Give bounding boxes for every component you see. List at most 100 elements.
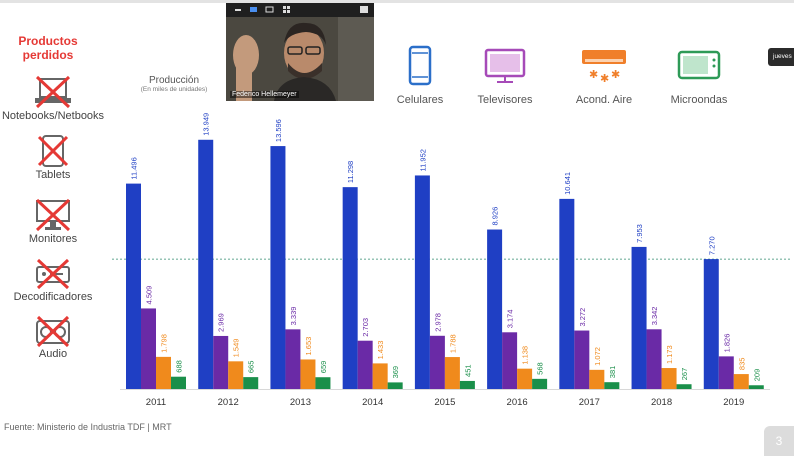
data-label: 3.342 (650, 307, 659, 326)
x-tick-label: 2018 (651, 397, 672, 408)
data-label: 1.433 (376, 341, 385, 360)
bar-celulares-2016 (487, 229, 503, 389)
source-note: Fuente: Ministerio de Industria TDF | MR… (4, 422, 172, 432)
chart-title: Producción (En miles de unidades) (128, 75, 220, 93)
lost-title-line-2: perdidos (22, 48, 74, 62)
lost-item-tablets: Tablets (0, 134, 106, 181)
lost-item-notebooks: Notebooks/Netbooks (0, 75, 106, 122)
legend-label: Celulares (396, 94, 444, 106)
bar-televisores-2011 (141, 308, 156, 389)
bar-microondas-2014 (387, 382, 403, 389)
bar-celulares-2017 (559, 198, 575, 389)
data-label: 13.596 (274, 119, 283, 142)
x-tick-label: 2017 (579, 397, 600, 408)
x-tick-label: 2013 (290, 397, 311, 408)
bar-televisores-2013 (285, 329, 301, 389)
data-label: 4.509 (145, 286, 154, 305)
svg-text:✱: ✱ (589, 68, 598, 81)
video-participant-tile[interactable]: Federico Hellemeyer (226, 3, 374, 101)
data-label: 13.949 (202, 113, 211, 136)
side-tab[interactable]: jueves (768, 48, 794, 66)
lost-item-label: Audio (38, 348, 68, 360)
bar-acond-aire-2017 (589, 369, 605, 389)
data-label: 1.173 (665, 345, 674, 364)
lost-item-decoders: Decodificadores (0, 258, 106, 303)
lost-item-audio: Audio (0, 315, 106, 360)
data-label: 3.272 (578, 308, 587, 327)
legend-item-televisores: Televisores (470, 44, 540, 106)
bar-acond-aire-2014 (372, 363, 388, 389)
tv-icon (484, 48, 526, 83)
air-conditioner-icon: ✱ ✱ ✱ (582, 50, 626, 85)
bar-acond-aire-2011 (156, 356, 171, 389)
x-tick-label: 2015 (434, 397, 455, 408)
legend-item-aire: ✱ ✱ ✱ Acond. Aire (566, 44, 642, 106)
bar-televisores-2014 (357, 340, 373, 389)
bar-televisores-2019 (718, 356, 734, 389)
bar-televisores-2012 (213, 335, 229, 389)
data-label: 267 (680, 368, 689, 381)
monitor-icon (35, 198, 71, 232)
bar-acond-aire-2019 (733, 374, 749, 389)
lost-item-monitors: Monitores (0, 198, 106, 245)
data-label: 7.270 (707, 236, 716, 255)
x-tick-label: 2014 (362, 397, 383, 408)
legend-item-microondas: Microondas (663, 44, 735, 106)
x-tick-label: 2011 (146, 397, 166, 408)
data-label: 11.952 (418, 149, 427, 171)
data-label: 2.978 (433, 313, 442, 332)
x-tick-label: 2016 (507, 397, 528, 408)
data-label: 381 (608, 366, 617, 379)
video-toolbar (226, 3, 374, 17)
chart-title-text: Producción (148, 75, 200, 86)
bar-celulares-2011 (126, 183, 141, 389)
svg-text:✱: ✱ (600, 72, 609, 85)
person-avatar (226, 17, 374, 101)
data-label: 209 (752, 369, 761, 382)
lost-products-panel: Productos perdidos Notebooks/Netbooks Ta… (0, 30, 112, 375)
decoder-icon (36, 258, 70, 290)
data-label: 7.953 (635, 224, 644, 243)
bar-acond-aire-2013 (300, 359, 316, 389)
data-label: 1.653 (304, 337, 313, 356)
legend-label: Microondas (670, 94, 728, 106)
bar-acond-aire-2012 (228, 361, 244, 389)
bar-televisores-2017 (574, 330, 590, 389)
lost-item-label: Notebooks/Netbooks (1, 110, 105, 122)
bar-televisores-2018 (646, 329, 662, 389)
video-controls-icon[interactable] (226, 3, 374, 17)
data-label: 1.798 (160, 334, 169, 353)
bar-celulares-2012 (198, 139, 214, 389)
bar-acond-aire-2018 (661, 368, 677, 389)
participant-name: Federico Hellemeyer (230, 91, 299, 98)
x-tick-label: 2012 (218, 397, 239, 408)
legend-label: Televisores (477, 94, 533, 106)
bar-microondas-2013 (315, 377, 331, 389)
data-label: 568 (536, 362, 545, 375)
data-labels-group: 11.496 4.509 1.798 688 13.949 2.969 1.549 665 13… (130, 113, 762, 381)
data-label: 8.926 (491, 207, 500, 226)
data-label: 2.969 (217, 313, 226, 332)
x-tick-group: 2011 2012 2013 2014 2015 2016 2017 2018 2019 (146, 397, 745, 408)
laptop-icon (35, 75, 71, 109)
bar-celulares-2015 (414, 175, 430, 389)
top-divider (0, 0, 794, 3)
lost-item-label: Monitores (28, 233, 78, 245)
data-label: 1.549 (232, 339, 241, 358)
bar-acond-aire-2016 (517, 368, 533, 389)
data-label: 688 (175, 360, 184, 373)
lost-item-label: Tablets (35, 169, 71, 181)
lost-item-label: Decodificadores (13, 291, 93, 303)
data-label: 1.072 (593, 347, 602, 366)
data-label: 10.641 (563, 172, 572, 195)
bar-celulares-2013 (270, 146, 286, 389)
lost-title-line-1: Productos (18, 34, 78, 48)
data-label: 3.174 (506, 310, 515, 329)
bar-microondas-2011 (171, 376, 186, 389)
data-label: 369 (391, 366, 400, 379)
bar-microondas-2019 (748, 385, 764, 389)
data-label: 3.339 (289, 307, 298, 326)
bar-microondas-2016 (532, 378, 548, 389)
data-label: 665 (247, 361, 256, 374)
